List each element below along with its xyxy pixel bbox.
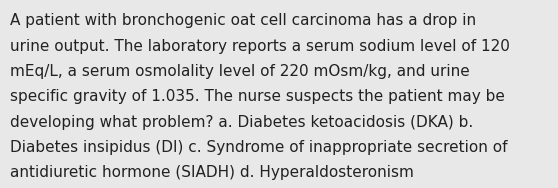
Text: A patient with bronchogenic oat cell carcinoma has a drop in: A patient with bronchogenic oat cell car… [10,13,476,28]
Text: developing what problem? a. Diabetes ketoacidosis (DKA) b.: developing what problem? a. Diabetes ket… [10,115,473,130]
Text: Diabetes insipidus (DI) c. Syndrome of inappropriate secretion of: Diabetes insipidus (DI) c. Syndrome of i… [10,140,508,155]
Text: mEq/L, a serum osmolality level of 220 mOsm/kg, and urine: mEq/L, a serum osmolality level of 220 m… [10,64,470,79]
Text: urine output. The laboratory reports a serum sodium level of 120: urine output. The laboratory reports a s… [10,39,510,54]
Text: antidiuretic hormone (SIADH) d. Hyperaldosteronism: antidiuretic hormone (SIADH) d. Hyperald… [10,165,414,180]
Text: specific gravity of 1.035. The nurse suspects the patient may be: specific gravity of 1.035. The nurse sus… [10,89,505,104]
